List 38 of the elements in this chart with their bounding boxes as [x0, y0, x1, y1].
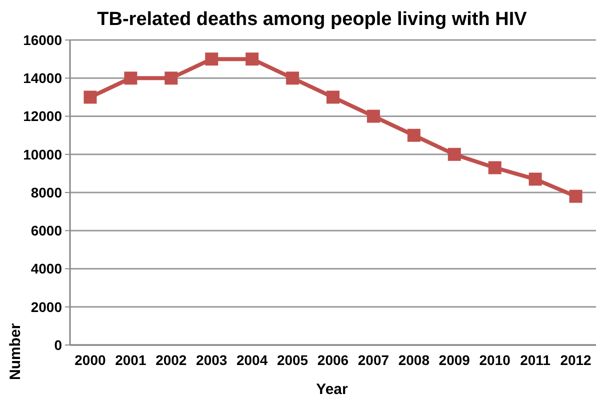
- point: [569, 190, 582, 203]
- x-tick-label: 2000: [74, 352, 106, 368]
- x-tick-label: 2006: [317, 352, 349, 368]
- x-tick-label: 2001: [115, 352, 146, 368]
- x-tick-label: 2005: [276, 352, 308, 368]
- y-tick-label: 4000: [30, 260, 62, 277]
- y-tick-label: 12000: [23, 108, 62, 124]
- point: [246, 52, 259, 66]
- x-tick-label: 2002: [156, 352, 187, 368]
- y-tick-label: 8000: [30, 184, 62, 200]
- y-tick-label: 10000: [23, 146, 62, 162]
- point: [326, 90, 340, 104]
- point: [407, 128, 420, 142]
- point: [488, 161, 502, 174]
- x-tick-label: 2009: [438, 352, 470, 368]
- point: [124, 72, 138, 85]
- chart-title: TB-related deaths among people living with HIV: [97, 9, 528, 30]
- x-tick-label: 2003: [196, 352, 228, 368]
- x-tick-label: 2012: [560, 352, 592, 368]
- y-tick-label: 6000: [30, 222, 62, 239]
- point: [448, 148, 461, 161]
- x-tick-label: 2011: [520, 352, 551, 368]
- x-tick-label: 2007: [358, 352, 390, 368]
- point: [528, 172, 542, 186]
- x-tick-label: 2004: [236, 352, 268, 368]
- y-tick-label: 14000: [23, 70, 62, 86]
- x-tick-label: 2010: [479, 352, 511, 368]
- x-axis-title: Year: [316, 381, 348, 398]
- y-axis-title: Number: [7, 323, 24, 380]
- y-tick-label: 2000: [30, 298, 62, 315]
- y-tick-label: 16000: [23, 32, 62, 48]
- y-tick-label: 0: [54, 336, 62, 353]
- point: [84, 90, 97, 104]
- point: [164, 72, 178, 85]
- point: [366, 110, 380, 123]
- x-tick-label: 2008: [398, 352, 430, 368]
- point: [286, 72, 300, 85]
- point: [205, 52, 218, 66]
